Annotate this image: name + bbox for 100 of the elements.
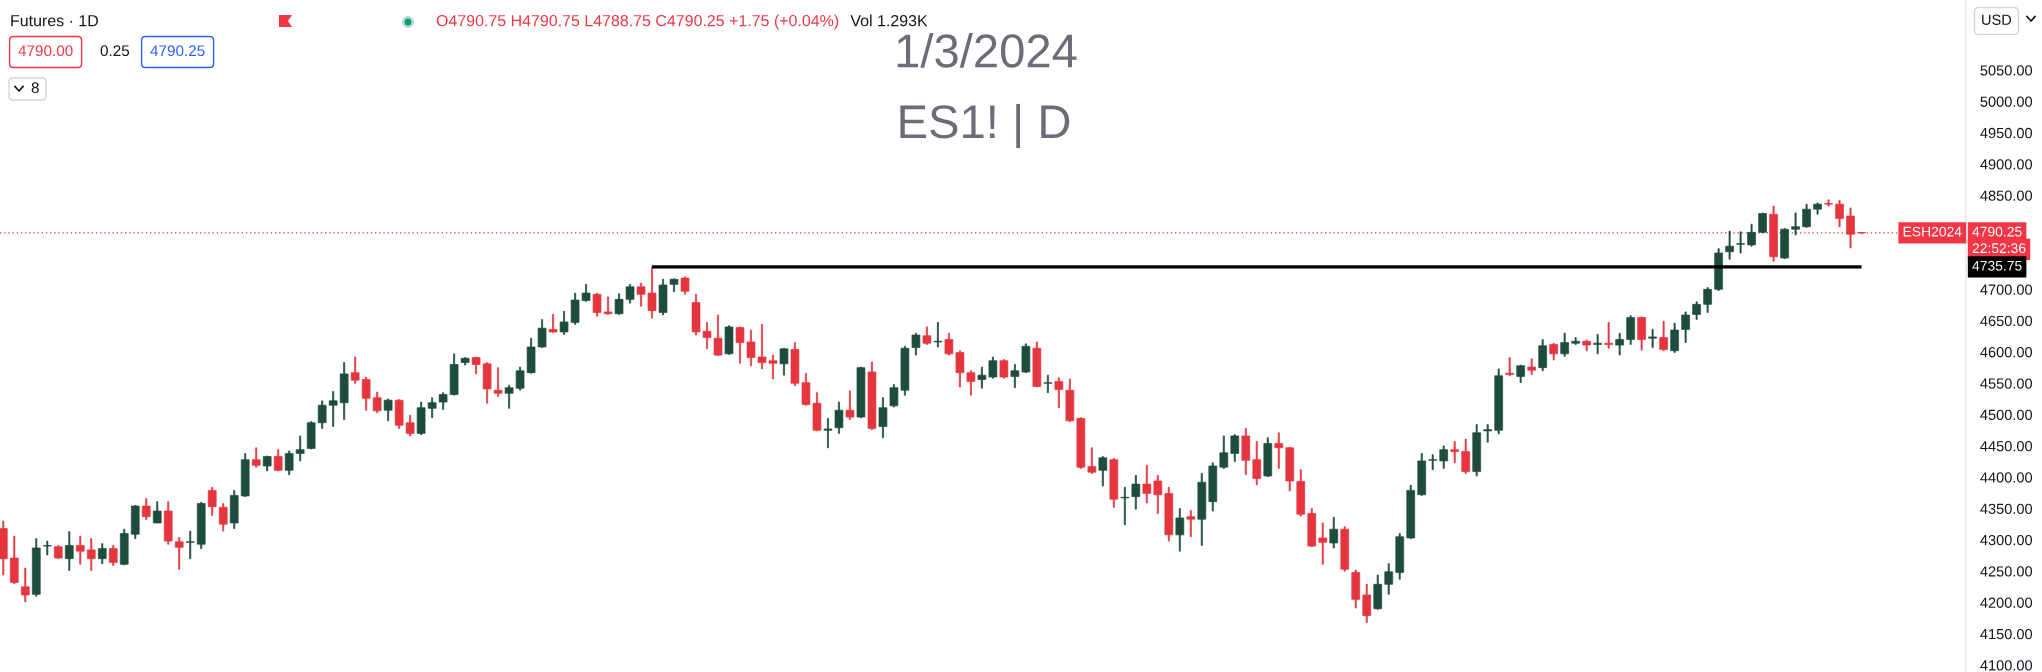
candlestick	[1131, 475, 1141, 510]
candlestick	[1549, 342, 1558, 361]
y-tick-label: 4700.00	[1980, 284, 2033, 295]
y-tick-label: 4500.00	[1980, 409, 2033, 421]
y-tick-label: 4450.00	[1980, 441, 2033, 452]
candlestick	[1494, 368, 1503, 435]
candlestick	[1703, 287, 1712, 313]
y-tick-label: 4850.00	[1980, 190, 2033, 201]
candlestick	[185, 530, 195, 559]
candlestick	[251, 447, 261, 468]
candlestick	[1483, 424, 1492, 443]
candlestick	[834, 401, 844, 434]
y-tick-label: 4600.00	[1980, 347, 2033, 358]
candlestick	[1362, 583, 1372, 623]
candlestick	[75, 535, 85, 565]
candlestick	[97, 543, 107, 564]
candlestick	[42, 540, 52, 556]
y-tick-label: 4200.00	[1980, 597, 2033, 608]
candlestick	[1175, 508, 1185, 552]
candlestick	[1802, 203, 1811, 228]
candlestick	[1142, 464, 1152, 504]
y-tick-label: 5050.00	[1980, 65, 2033, 76]
candlestick	[1670, 322, 1679, 353]
candlestick	[1648, 329, 1657, 348]
candlestick	[1582, 339, 1591, 352]
candlestick	[1252, 441, 1262, 486]
candlestick	[1835, 200, 1844, 228]
candlestick	[1527, 358, 1536, 375]
y-tick-label: 4650.00	[1980, 315, 2033, 327]
candlestick	[1637, 316, 1646, 351]
candlestick	[779, 347, 789, 376]
candlestick	[1373, 574, 1383, 610]
candlestick	[1417, 453, 1427, 496]
candlestick	[922, 326, 932, 345]
candlestick	[1384, 563, 1394, 595]
annotation: O4790.75 H4790.75 L4788.75 C4790.25 +1.75 (+0.04%)	[436, 14, 839, 30]
text: 22:52:36	[1972, 243, 2026, 254]
candlestick	[1274, 432, 1284, 469]
candlestick	[1626, 315, 1635, 345]
candlestick	[845, 390, 855, 420]
candlestick	[1318, 522, 1328, 565]
candlestick	[328, 391, 338, 427]
text: USD	[1982, 14, 2012, 25]
text: Futures · 1D	[11, 15, 98, 27]
candlestick	[1604, 322, 1613, 349]
y-tick-label: 4950.00	[1980, 127, 2033, 139]
y-tick-label: 4150.00	[1980, 628, 2033, 640]
candlestick	[713, 314, 723, 357]
annotation: 8	[31, 82, 39, 94]
candlestick	[438, 392, 448, 410]
candlestick	[1219, 435, 1229, 469]
y-tick-label: 4300.00	[1980, 534, 2033, 546]
candlestick	[1186, 510, 1196, 538]
candlestick	[383, 398, 393, 422]
candlestick	[339, 362, 349, 420]
annotation: ES1! | D	[900, 103, 1070, 149]
candlestick	[9, 535, 19, 585]
candlestick	[680, 276, 690, 295]
candlestick	[1516, 364, 1525, 384]
text: 4735.75	[1972, 260, 2022, 271]
annotation: ESH2024	[1903, 226, 1962, 237]
candlestick	[1791, 212, 1800, 236]
candlestick	[878, 397, 888, 439]
candlestick	[108, 545, 118, 566]
candlestick	[86, 538, 96, 571]
candlestick	[53, 545, 63, 559]
y-tick-label: 4400.00	[1980, 472, 2033, 483]
candlestick	[152, 501, 162, 524]
candlestick	[1439, 445, 1449, 469]
y-tick-label: 4250.00	[1980, 566, 2033, 577]
candlestick	[1098, 456, 1108, 487]
candlestick	[64, 531, 74, 571]
candlestick	[1329, 516, 1339, 549]
candlestick	[1054, 377, 1064, 409]
y-tick-label: 4100.00	[1980, 660, 2033, 671]
candlestick	[1615, 332, 1624, 356]
candlestick	[1120, 486, 1130, 526]
candlestick	[350, 356, 360, 384]
candlestick	[174, 537, 184, 570]
candlestick	[1230, 434, 1240, 462]
candlestick	[1351, 569, 1361, 609]
y-tick-label: 4350.00	[1980, 503, 2033, 514]
candlestick	[724, 325, 734, 355]
candlestick	[1505, 357, 1514, 377]
candlestick	[1857, 232, 1866, 235]
candlestick	[460, 357, 470, 366]
annotation: Vol 1.293K	[850, 14, 928, 27]
annotation: 0.25	[100, 45, 130, 57]
candlestick	[933, 322, 943, 348]
candlestick	[1153, 475, 1163, 514]
candlestick	[141, 498, 151, 521]
candlestick	[1681, 311, 1690, 343]
candlestick	[1461, 438, 1471, 474]
candlestick	[1395, 533, 1405, 580]
candlestick	[1010, 364, 1020, 389]
y-tick-label: 4900.00	[1980, 159, 2033, 170]
ref-line-label: 4790.25	[1972, 226, 2022, 237]
candlestick	[361, 376, 371, 411]
candlestick	[1538, 339, 1547, 372]
candlestick	[1560, 332, 1569, 357]
